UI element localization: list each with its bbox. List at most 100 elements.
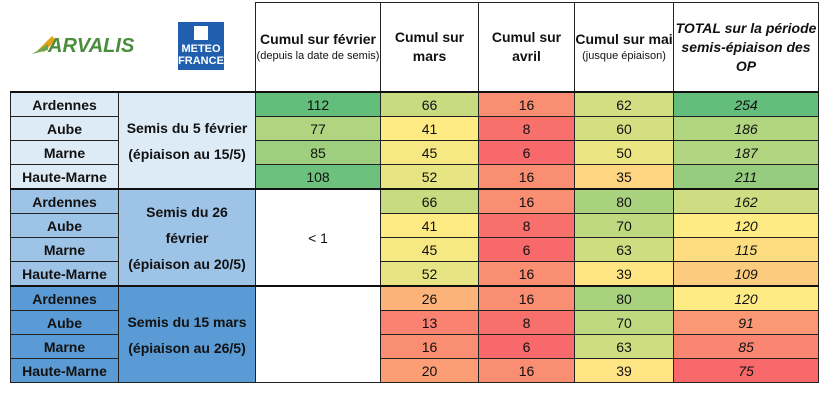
- meteo-logo: FRANCE: [178, 55, 224, 67]
- header-row: ARVALIS METEO FRANCE Cumul sur février (d…: [10, 2, 819, 93]
- value-cell: 66: [380, 91, 479, 117]
- value-cell: 13: [380, 310, 479, 335]
- region-cell: Haute-Marne: [10, 358, 119, 383]
- region-cell: Marne: [10, 237, 119, 262]
- column-title: Cumul sur avril: [491, 29, 562, 64]
- data-row: Haute-Marne 52 16 39 109: [10, 261, 819, 287]
- data-row: Marne 45 6 63 115: [10, 237, 819, 262]
- region-cell: Aube: [10, 116, 119, 141]
- value-cell: 70: [574, 213, 674, 238]
- merged-cell: < 1: [255, 188, 381, 287]
- region-cell: Ardennes: [10, 285, 119, 311]
- value-cell: 39: [574, 261, 674, 287]
- value-cell: 16: [478, 285, 575, 311]
- group-label-line: (épiaison au 20/5): [128, 255, 246, 272]
- data-row: Marne 85 45 6 50 187: [10, 140, 819, 165]
- meteo-logo: METEO: [181, 43, 221, 55]
- value-cell: 16: [478, 358, 575, 383]
- value-cell: 16: [478, 261, 575, 287]
- value-cell: 85: [255, 140, 381, 165]
- column-title: Cumul sur février: [260, 31, 376, 47]
- data-row: Haute-Marne 20 16 39 75: [10, 358, 819, 383]
- value-cell: 20: [380, 358, 479, 383]
- value-cell: 120: [673, 285, 819, 311]
- value-cell: 109: [673, 261, 819, 287]
- value-cell: 16: [478, 188, 575, 214]
- value-cell: 41: [380, 116, 479, 141]
- value-cell: 6: [478, 334, 575, 359]
- region-cell: Marne: [10, 140, 119, 165]
- value-cell: 52: [380, 261, 479, 287]
- value-cell: 75: [673, 358, 819, 383]
- value-cell: 26: [380, 285, 479, 311]
- table-body: ARVALIS METEO FRANCE Cumul sur février (d…: [10, 2, 819, 383]
- value-cell: 254: [673, 91, 819, 117]
- value-cell: 6: [478, 237, 575, 262]
- data-row: Aube 77 41 8 60 186: [10, 116, 819, 141]
- value-cell: 115: [673, 237, 819, 262]
- column-title: Cumul sur mai: [575, 31, 673, 47]
- group-label: Semis du 15 mars (épiaison au 26/5): [118, 285, 256, 383]
- data-row: Ardennes Semis du 15 mars (épiaison au 26/…: [10, 285, 819, 383]
- value-cell: 16: [478, 164, 575, 190]
- value-cell: 77: [255, 116, 381, 141]
- group-label-line: février: [165, 229, 209, 246]
- value-cell: 8: [478, 213, 575, 238]
- group-label-line: Semis du 5 février: [126, 119, 248, 136]
- value-cell: 63: [574, 334, 674, 359]
- column-header: Cumul sur mai (jusque épiaison): [574, 2, 674, 93]
- value-cell: 186: [673, 116, 819, 141]
- data-row: Marne 16 6 63 85: [10, 334, 819, 359]
- column-header: Cumul sur mars: [380, 2, 479, 93]
- column-header: TOTAL sur la période semis-épiaison des …: [673, 2, 819, 93]
- logo-group: ARVALIS METEO FRANCE: [31, 22, 224, 71]
- value-cell: 8: [478, 310, 575, 335]
- column-header: Cumul sur février (depuis la date de semi…: [255, 2, 381, 93]
- value-cell: 63: [574, 237, 674, 262]
- value-cell: 120: [673, 213, 819, 238]
- value-cell: 187: [673, 140, 819, 165]
- value-cell: 108: [255, 164, 381, 190]
- region-cell: Ardennes: [10, 91, 119, 117]
- group-label-line: Semis du 26: [146, 203, 228, 220]
- merged-cell: [255, 285, 381, 383]
- value-cell: 91: [673, 310, 819, 335]
- region-cell: Marne: [10, 334, 119, 359]
- region-cell: Aube: [10, 310, 119, 335]
- logos: ARVALIS METEO FRANCE: [10, 2, 256, 93]
- data-row: Ardennes Semis du 26 février (épiaison au 2…: [10, 188, 819, 287]
- group-label-line: Semis du 15 mars: [127, 313, 247, 330]
- value-cell: 60: [574, 116, 674, 141]
- table: ARVALIS METEO FRANCE Cumul sur février (d…: [10, 2, 819, 383]
- value-cell: 16: [380, 334, 479, 359]
- value-cell: 62: [574, 91, 674, 117]
- value-cell: 8: [478, 116, 575, 141]
- region-cell: Haute-Marne: [10, 164, 119, 190]
- column-header: Cumul sur avril: [478, 2, 575, 93]
- value-cell: 39: [574, 358, 674, 383]
- group-label-line: (épiaison au 26/5): [128, 339, 246, 356]
- value-cell: 211: [673, 164, 819, 190]
- value-cell: 41: [380, 213, 479, 238]
- value-cell: 66: [380, 188, 479, 214]
- column-note: (depuis la date de semis): [256, 50, 380, 62]
- column-note: (jusque épiaison): [582, 50, 666, 62]
- group-label: Semis du 26 février (épiaison au 20/5): [118, 188, 256, 287]
- value-cell: 80: [574, 188, 674, 214]
- value-cell: 52: [380, 164, 479, 190]
- arvalis-mark: [31, 44, 48, 55]
- data-row: Ardennes Semis du 5 février (épiaison au 1…: [10, 91, 819, 190]
- value-cell: 45: [380, 140, 479, 165]
- region-cell: Haute-Marne: [10, 261, 119, 287]
- value-cell: 50: [574, 140, 674, 165]
- column-title: TOTAL sur la période semis-épiaison des …: [675, 19, 817, 74]
- region-cell: Ardennes: [10, 188, 119, 214]
- group-label-line: (épiaison au 15/5): [128, 145, 246, 162]
- value-cell: 45: [380, 237, 479, 262]
- arvalis-logo: ARVALIS: [47, 35, 135, 57]
- value-cell: 85: [673, 334, 819, 359]
- data-row: Aube 41 8 70 120: [10, 213, 819, 238]
- column-title: Cumul sur mars: [394, 29, 465, 64]
- data-row: Aube 13 8 70 91: [10, 310, 819, 335]
